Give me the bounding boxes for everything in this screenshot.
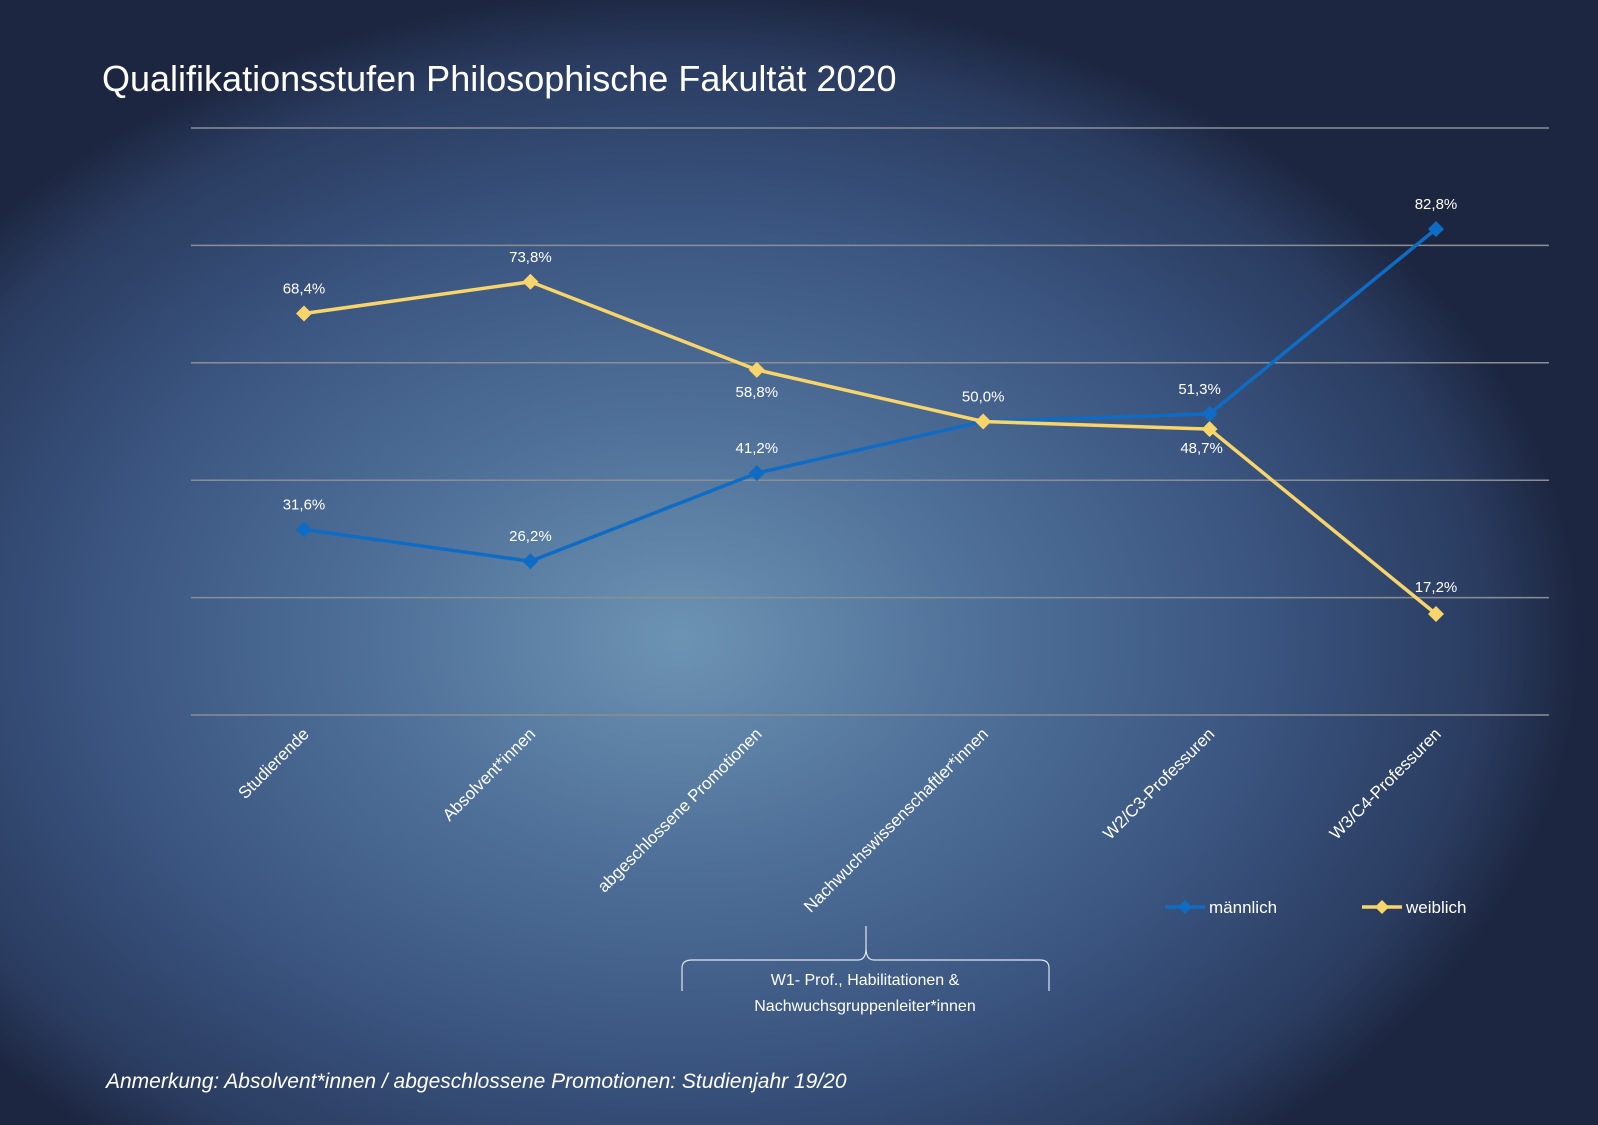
legend-label: weiblich <box>1405 898 1466 917</box>
data-point <box>522 273 539 290</box>
data-point <box>975 413 992 430</box>
x-tick-label: Absolvent*innen <box>439 724 539 824</box>
footnote: Anmerkung: Absolvent*innen / abgeschloss… <box>106 1070 847 1093</box>
data-label: 48,7% <box>1180 440 1223 457</box>
legend-marker <box>1375 900 1389 914</box>
data-point <box>296 305 312 322</box>
x-tick-label: W3/C4-Professuren <box>1326 724 1445 843</box>
data-point <box>296 521 312 538</box>
data-label: 73,8% <box>509 249 552 266</box>
data-point <box>748 361 765 378</box>
series-line-weiblich <box>303 279 1438 616</box>
data-label: 26,2% <box>509 528 552 545</box>
data-label: 51,3% <box>1178 381 1221 398</box>
data-label: 17,2% <box>1415 579 1458 596</box>
data-point <box>522 553 539 570</box>
data-point <box>748 465 765 482</box>
x-tick-label: abgeschlossene Promotionen <box>594 724 766 896</box>
brace-icon <box>681 926 1050 991</box>
x-tick-label: Studierende <box>235 724 313 802</box>
data-label: 68,4% <box>283 280 326 297</box>
bracket-annotation: W1- Prof., Habilitationen & Nachwuchsgru… <box>754 972 976 1015</box>
legend-marker <box>1178 900 1192 914</box>
data-point <box>1201 421 1218 438</box>
data-label: 41,2% <box>736 440 779 457</box>
data-label: 82,8% <box>1415 196 1458 213</box>
x-tick-label: Nachwuchswissenschaftler*innen <box>800 724 992 916</box>
chart-title: Qualifikationsstufen Philosophische Faku… <box>102 58 897 99</box>
data-point <box>1428 220 1444 237</box>
series-line-männlich <box>303 227 1438 564</box>
data-label: 58,8% <box>736 384 779 401</box>
data-label: 50,0% <box>962 389 1005 406</box>
legend-label: männlich <box>1209 898 1277 917</box>
data-point <box>1201 405 1218 422</box>
data-point <box>1428 606 1444 623</box>
x-tick-label: W2/C3-Professuren <box>1099 724 1218 843</box>
data-label: 31,6% <box>283 497 326 514</box>
